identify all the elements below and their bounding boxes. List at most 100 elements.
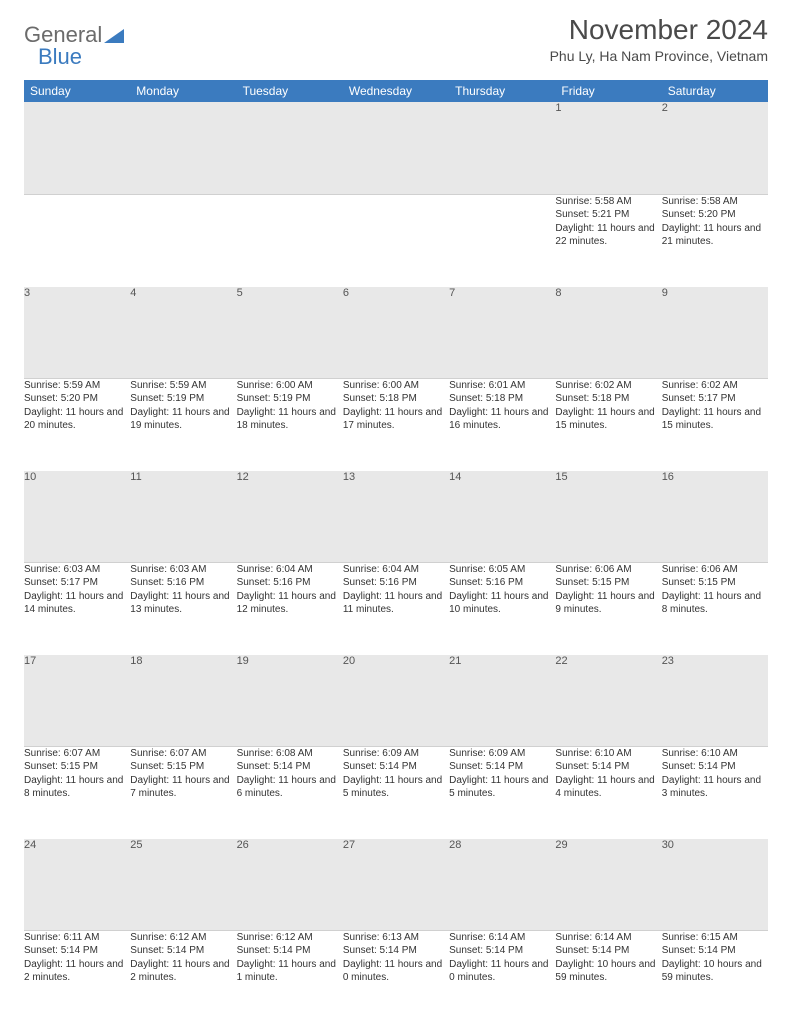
sunset-text: Sunset: 5:16 PM [343,576,449,590]
day-data-cell: Sunrise: 6:13 AMSunset: 5:14 PMDaylight:… [343,930,449,1022]
daylight-text: Daylight: 11 hours and 20 minutes. [24,406,130,433]
title-block: November 2024 Phu Ly, Ha Nam Province, V… [550,14,768,64]
sunrise-text: Sunrise: 6:02 AM [555,379,661,393]
day-number-cell [237,102,343,194]
day-header: Thursday [449,80,555,102]
day-number-cell: 6 [343,286,449,378]
day-number-cell: 10 [24,470,130,562]
sunset-text: Sunset: 5:18 PM [343,392,449,406]
daylight-text: Daylight: 11 hours and 5 minutes. [449,774,555,801]
day-data-cell: Sunrise: 5:58 AMSunset: 5:20 PMDaylight:… [662,194,768,286]
daylight-text: Daylight: 11 hours and 22 minutes. [555,222,661,249]
day-data-cell: Sunrise: 6:03 AMSunset: 5:16 PMDaylight:… [130,562,236,654]
day-number-cell: 17 [24,654,130,746]
day-data-cell: Sunrise: 6:01 AMSunset: 5:18 PMDaylight:… [449,378,555,470]
day-number-cell [130,102,236,194]
sunset-text: Sunset: 5:17 PM [24,576,130,590]
day-number-cell: 29 [555,838,661,930]
sunset-text: Sunset: 5:15 PM [662,576,768,590]
sunset-text: Sunset: 5:14 PM [555,944,661,958]
calendar-body: 12Sunrise: 5:58 AMSunset: 5:21 PMDayligh… [24,102,768,1022]
sunrise-text: Sunrise: 6:06 AM [555,563,661,577]
sunrise-text: Sunrise: 6:08 AM [237,747,343,761]
day-data-cell: Sunrise: 5:59 AMSunset: 5:20 PMDaylight:… [24,378,130,470]
sunrise-text: Sunrise: 6:03 AM [24,563,130,577]
sunset-text: Sunset: 5:14 PM [343,760,449,774]
day-data-cell [343,194,449,286]
sunrise-text: Sunrise: 5:59 AM [130,379,236,393]
sunset-text: Sunset: 5:20 PM [662,208,768,222]
day-data-cell [449,194,555,286]
day-data-cell: Sunrise: 6:02 AMSunset: 5:18 PMDaylight:… [555,378,661,470]
day-header: Sunday [24,80,130,102]
sunrise-text: Sunrise: 6:09 AM [343,747,449,761]
sunrise-text: Sunrise: 6:02 AM [662,379,768,393]
day-data-cell: Sunrise: 6:14 AMSunset: 5:14 PMDaylight:… [555,930,661,1022]
day-number-cell [449,102,555,194]
sunrise-text: Sunrise: 6:10 AM [662,747,768,761]
day-number-cell: 27 [343,838,449,930]
calendar-head: Sunday Monday Tuesday Wednesday Thursday… [24,80,768,102]
daylight-text: Daylight: 11 hours and 10 minutes. [449,590,555,617]
day-number-cell: 7 [449,286,555,378]
day-data-cell: Sunrise: 6:12 AMSunset: 5:14 PMDaylight:… [130,930,236,1022]
day-header: Wednesday [343,80,449,102]
day-data-cell: Sunrise: 6:12 AMSunset: 5:14 PMDaylight:… [237,930,343,1022]
day-number-cell: 5 [237,286,343,378]
sunrise-text: Sunrise: 6:13 AM [343,931,449,945]
sunset-text: Sunset: 5:14 PM [555,760,661,774]
logo-triangle-icon [104,27,124,43]
sunset-text: Sunset: 5:14 PM [662,944,768,958]
day-data-row: Sunrise: 5:58 AMSunset: 5:21 PMDaylight:… [24,194,768,286]
daylight-text: Daylight: 11 hours and 8 minutes. [662,590,768,617]
day-data-cell [237,194,343,286]
day-number-row: 3456789 [24,286,768,378]
day-number-cell: 16 [662,470,768,562]
sunset-text: Sunset: 5:16 PM [449,576,555,590]
day-data-cell: Sunrise: 6:11 AMSunset: 5:14 PMDaylight:… [24,930,130,1022]
daylight-text: Daylight: 11 hours and 0 minutes. [343,958,449,985]
daylight-text: Daylight: 11 hours and 12 minutes. [237,590,343,617]
location-text: Phu Ly, Ha Nam Province, Vietnam [550,48,768,64]
day-number-cell: 14 [449,470,555,562]
day-number-row: 12 [24,102,768,194]
daylight-text: Daylight: 11 hours and 18 minutes. [237,406,343,433]
sunset-text: Sunset: 5:14 PM [662,760,768,774]
daylight-text: Daylight: 11 hours and 15 minutes. [555,406,661,433]
sunset-text: Sunset: 5:15 PM [24,760,130,774]
sunset-text: Sunset: 5:17 PM [662,392,768,406]
sunrise-text: Sunrise: 5:58 AM [662,195,768,209]
day-data-cell: Sunrise: 6:02 AMSunset: 5:17 PMDaylight:… [662,378,768,470]
sunrise-text: Sunrise: 6:14 AM [449,931,555,945]
daylight-text: Daylight: 11 hours and 13 minutes. [130,590,236,617]
sunrise-text: Sunrise: 6:12 AM [130,931,236,945]
sunset-text: Sunset: 5:14 PM [449,760,555,774]
daylight-text: Daylight: 11 hours and 21 minutes. [662,222,768,249]
page-title: November 2024 [550,14,768,46]
day-data-row: Sunrise: 5:59 AMSunset: 5:20 PMDaylight:… [24,378,768,470]
day-data-cell: Sunrise: 6:14 AMSunset: 5:14 PMDaylight:… [449,930,555,1022]
day-number-cell: 8 [555,286,661,378]
day-data-row: Sunrise: 6:11 AMSunset: 5:14 PMDaylight:… [24,930,768,1022]
sunset-text: Sunset: 5:14 PM [237,944,343,958]
sunrise-text: Sunrise: 5:58 AM [555,195,661,209]
daylight-text: Daylight: 11 hours and 15 minutes. [662,406,768,433]
sunset-text: Sunset: 5:16 PM [130,576,236,590]
sunset-text: Sunset: 5:15 PM [130,760,236,774]
day-number-cell: 21 [449,654,555,746]
sunset-text: Sunset: 5:14 PM [130,944,236,958]
day-number-cell: 30 [662,838,768,930]
daylight-text: Daylight: 10 hours and 59 minutes. [555,958,661,985]
sunrise-text: Sunrise: 6:04 AM [343,563,449,577]
day-data-cell: Sunrise: 5:58 AMSunset: 5:21 PMDaylight:… [555,194,661,286]
day-number-cell: 25 [130,838,236,930]
daylight-text: Daylight: 11 hours and 0 minutes. [449,958,555,985]
day-data-cell: Sunrise: 6:00 AMSunset: 5:18 PMDaylight:… [343,378,449,470]
sunrise-text: Sunrise: 6:04 AM [237,563,343,577]
day-header-row: Sunday Monday Tuesday Wednesday Thursday… [24,80,768,102]
brand-blue: Blue [24,44,82,69]
sunrise-text: Sunrise: 6:14 AM [555,931,661,945]
brand-logo: General [24,14,125,48]
daylight-text: Daylight: 11 hours and 16 minutes. [449,406,555,433]
day-data-row: Sunrise: 6:07 AMSunset: 5:15 PMDaylight:… [24,746,768,838]
